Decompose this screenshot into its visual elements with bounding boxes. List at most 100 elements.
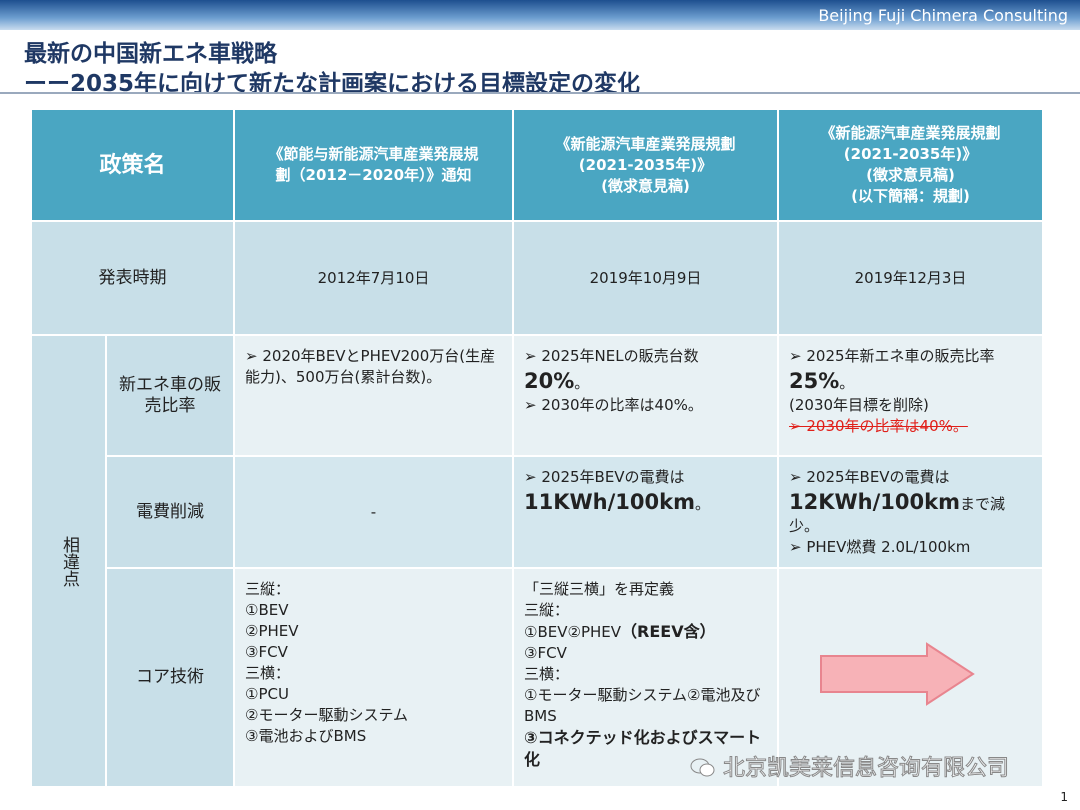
text-run: ③電池およびBMS (245, 727, 367, 745)
divider (0, 92, 1080, 94)
data-cell: ➢ 2025年BEVの電費は 12KWh/100kmまで減少。 ➢ PHEV燃費 2… (777, 455, 1045, 569)
data-cell: ➢ 2025年BEVの電費は 11KWh/100km。 (512, 455, 780, 569)
table-row: 相違点 新エネ車の販売比率 ➢ 2020年BEVとPHEV200万台(生産能力)、5… (30, 334, 1045, 788)
text-run: ➢ 2030年の比率は40%。 (789, 417, 968, 435)
paragraph: 「三縦三横」を再定義 (524, 579, 767, 600)
paragraph: ③FCV (245, 642, 502, 663)
title: 最新の中国新エネ車戦略 (24, 41, 277, 67)
text-run: ➢ 2025年NELの販売台数 (524, 347, 699, 365)
group-label: 相違点 (30, 334, 107, 788)
paragraph: ➢ 2030年の比率は40%。 (524, 395, 767, 416)
paragraph: ①モーター駆動システム②電池及びBMS (524, 685, 767, 727)
data-cell: - (233, 455, 515, 569)
text-run: ➢ 2025年BEVの電費は (789, 468, 950, 486)
paragraph: - (245, 502, 502, 523)
header-line: 《新能源汽車産業発展規劃 (820, 124, 1001, 142)
paragraph: ③FCV (524, 643, 767, 664)
paragraph: 三縦： (245, 579, 502, 600)
data-cell: ➢ 2020年BEVとPHEV200万台(生産能力)、500万台(累計台数)。 (233, 334, 515, 457)
text-run: まで減少。 (789, 495, 1005, 535)
table-row: 発表時期 2012年7月10日 2019年10月9日 2019年12月3日 (29, 220, 1045, 336)
header-line: (徴求意見稿) (866, 166, 955, 184)
text-run: 12KWh/100km (789, 490, 960, 514)
text-run: ①モーター駆動システム②電池及びBMS (524, 686, 761, 725)
text-run: - (370, 502, 377, 521)
text-run: 2019年10月9日 (589, 268, 702, 287)
paragraph: ②モーター駆動システム (245, 705, 502, 726)
data-cell: 2012年7月10日 (233, 220, 515, 336)
watermark: 北京凯美莱信息咨询有限公司 (690, 750, 1010, 782)
text-run: ③コネクテッド化およびスマート化 (524, 728, 762, 769)
header-line: (以下簡稱：規劃) (851, 187, 970, 205)
column-header: 《新能源汽車産業発展規劃 (2021-2035年)》 (徴求意見稿) (512, 108, 780, 222)
text-run: 20% (524, 369, 575, 393)
wechat-icon (690, 758, 715, 777)
paragraph: 2019年10月9日 (524, 268, 767, 289)
paragraph: ➢ 2025年BEVの電費は (524, 467, 767, 488)
text-run: ➢ PHEV燃費 2.0L/100km (789, 538, 971, 556)
text-run: 2012年7月10日 (317, 268, 430, 287)
paragraph: 12KWh/100kmまで減少。 (789, 488, 1032, 537)
data-cell: ➢ 2025年NELの販売台数 20%。 ➢ 2030年の比率は40%。 (512, 334, 780, 457)
text-run: ①PCU (245, 685, 289, 703)
paragraph: ➢ 2030年の比率は40%。 (789, 416, 1032, 437)
paragraph: ➢ 2025年新エネ車の販売比率 (789, 346, 1032, 367)
text-run: ③FCV (524, 644, 567, 662)
paragraph: 11KWh/100km。 (524, 488, 767, 516)
text-run: 三縦： (524, 601, 570, 619)
text-run: 。 (574, 374, 590, 392)
paragraph: 25%。 (789, 367, 1032, 395)
paragraph: ③電池およびBMS (245, 726, 502, 747)
paragraph: ①PCU (245, 684, 502, 705)
company-name: Beijing Fuji Chimera Consulting (818, 6, 1068, 25)
text-run: ③FCV (245, 643, 288, 661)
header-row: 政策名 《節能与新能源汽車産業発展規 劃（2012－2020年）》通知 《新能源汽車産… (29, 108, 1045, 222)
text-run: ➢ 2030年の比率は40%。 (524, 396, 703, 414)
text-run: (2030年目標を削除) (789, 396, 929, 414)
row-label: コア技術 (104, 567, 236, 788)
data-cell: 2019年10月9日 (512, 220, 780, 336)
text-run: 三縦： (245, 580, 291, 598)
text-run: 。 (694, 495, 710, 513)
text-run: （REEV含） (621, 622, 716, 641)
text-run: ①BEV②PHEV (524, 623, 622, 641)
paragraph: 20%。 (524, 367, 767, 395)
data-cell: 「三縦三横」を再定義 三縦： ①BEV②PHEV（REEV含） ③FCV 三横： ①モータ… (512, 567, 780, 788)
paragraph: ➢ PHEV燃費 2.0L/100km (789, 537, 1032, 558)
paragraph: ➢ 2020年BEVとPHEV200万台(生産能力)、500万台(累計台数)。 (245, 346, 502, 388)
text-run: 「三縦三横」を再定義 (524, 580, 675, 598)
text-run: ➢ 2020年BEVとPHEV200万台(生産能力)、500万台(累計台数)。 (245, 347, 496, 386)
row-label: 発表時期 (29, 220, 236, 336)
data-cell: 三縦： ①BEV ②PHEV ③FCV 三横： ①PCU ②モーター駆動システム ③電池および… (233, 567, 515, 788)
row-label: 電費削減 (104, 455, 236, 569)
data-cell: ➢ 2025年新エネ車の販売比率 25%。 (2030年目標を削除) ➢ 2030年の… (777, 334, 1045, 457)
header-line: (2021-2035年)》 (843, 145, 978, 163)
paragraph: 三縦： (524, 600, 767, 621)
paragraph: ③コネクテッド化およびスマート化 (524, 727, 767, 771)
paragraph: 三横： (245, 663, 502, 684)
text-run: 25% (789, 369, 840, 393)
paragraph: ①BEV②PHEV（REEV含） (524, 621, 767, 643)
header-bar: Beijing Fuji Chimera Consulting (0, 0, 1080, 30)
paragraph: (2030年目標を削除) (789, 395, 1032, 416)
text-run: 三横： (245, 664, 291, 682)
header-line: 《節能与新能源汽車産業発展規 (268, 145, 479, 163)
arrow (820, 642, 975, 706)
paragraph: ➢ 2025年NELの販売台数 (524, 346, 767, 367)
paragraph: ①BEV (245, 600, 502, 621)
text-run: 2019年12月3日 (854, 268, 967, 287)
paragraph: ②PHEV (245, 621, 502, 642)
text-run: ②モーター駆動システム (245, 706, 409, 724)
table-row: 電費削減 - ➢ 2025年BEVの電費は 11KWh/100km。 ➢ 2025年BE… (31, 455, 1045, 569)
text-run: 三横： (524, 665, 570, 683)
text-run: ➢ 2025年新エネ車の販売比率 (789, 347, 995, 365)
text-run: ➢ 2025年BEVの電費は (524, 468, 685, 486)
header-line: 《新能源汽車産業発展規劃 (555, 134, 736, 153)
watermark-text: 北京凯美莱信息咨询有限公司 (722, 756, 1010, 782)
paragraph: 2019年12月3日 (789, 268, 1032, 289)
text-run: 。 (839, 374, 855, 392)
column-header: 《節能与新能源汽車産業発展規 劃（2012－2020年）》通知 (233, 108, 515, 222)
paragraph: 2012年7月10日 (245, 268, 502, 289)
text-run: 11KWh/100km (524, 490, 695, 514)
